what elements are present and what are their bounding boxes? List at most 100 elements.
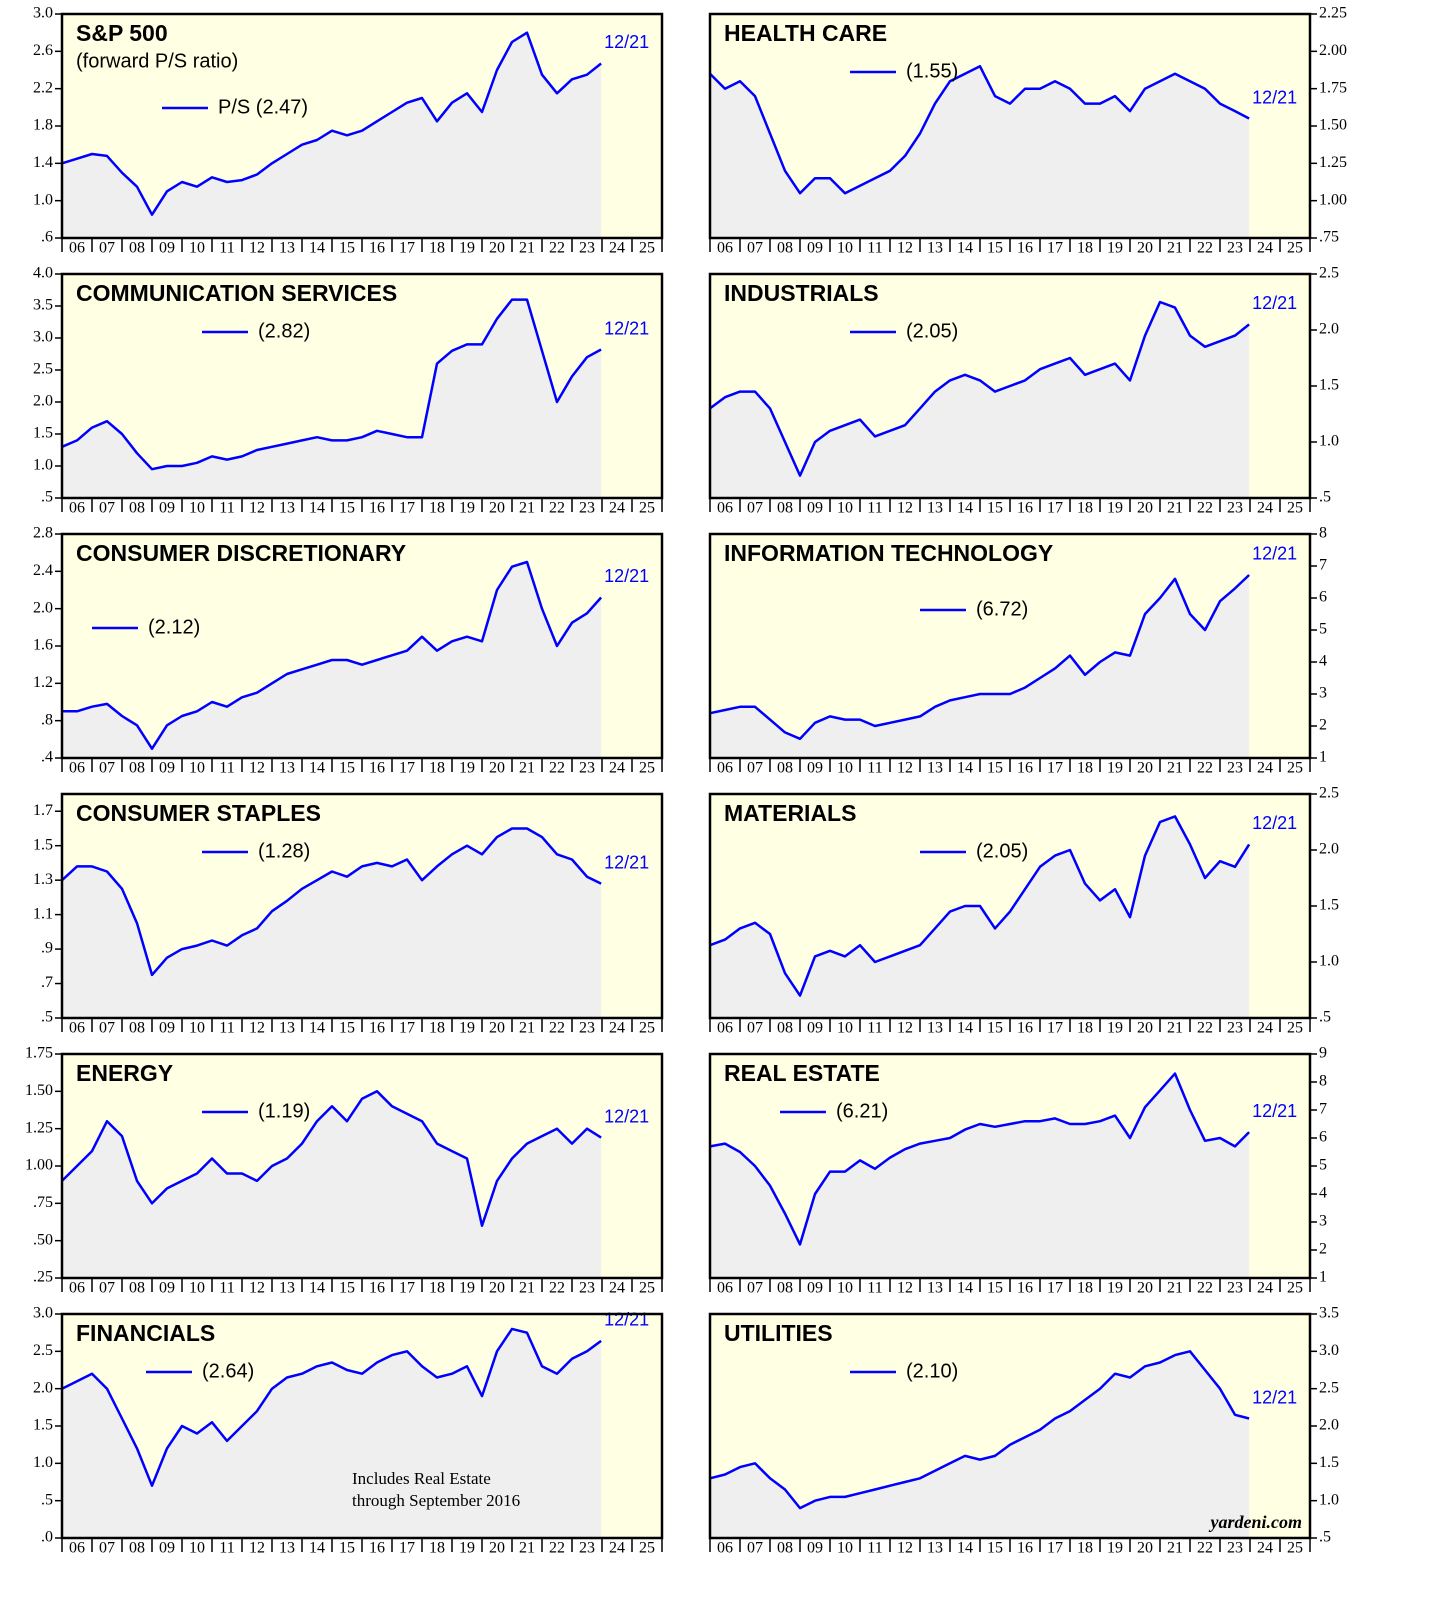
legend-label: (2.64) — [202, 1360, 254, 1382]
area — [62, 1091, 602, 1278]
x-tick-label: 20 — [489, 1280, 505, 1297]
x-tick-label: 24 — [1257, 240, 1273, 257]
line — [709, 1072, 1250, 1246]
x-tick-label: 08 — [129, 240, 145, 257]
end-label: 12/21 — [604, 1106, 649, 1126]
end-label: 12/21 — [1252, 1101, 1297, 1121]
x-tick-label: 24 — [1257, 1540, 1273, 1557]
y-tick-label: 8 — [1319, 525, 1327, 542]
x-tick-label: 23 — [1227, 1540, 1243, 1557]
area — [62, 562, 602, 758]
x-tick-label: 08 — [129, 1280, 145, 1297]
legend-label: (1.28) — [258, 840, 310, 862]
x-tick-label: 16 — [1017, 500, 1033, 517]
y-tick-label: 1.4 — [33, 154, 53, 171]
x-tick-label: 13 — [927, 500, 943, 517]
y-tick-label: 8 — [1319, 1073, 1327, 1090]
y-tick-label: 2.0 — [1319, 841, 1339, 858]
panel: 12/21 (2.05) INDUSTRIALS .5 1.0 1.5 2.0 2.5 06 07… — [708, 265, 1339, 517]
y-tick-label: 1.00 — [25, 1157, 53, 1174]
y-tick-label: 6 — [1319, 589, 1327, 606]
y-tick-label: 2.6 — [33, 42, 53, 59]
x-tick-label: 19 — [1107, 760, 1123, 777]
x-tick-label: 15 — [987, 1280, 1003, 1297]
x-tick-label: 07 — [747, 1020, 763, 1037]
x-tick-label: 19 — [1107, 1020, 1123, 1037]
legend-label: (2.12) — [148, 616, 200, 638]
x-tick-label: 24 — [609, 1020, 625, 1037]
x-tick-label: 09 — [807, 760, 823, 777]
y-tick-label: 2.8 — [33, 525, 53, 542]
x-tick-label: 06 — [717, 760, 733, 777]
x-tick-label: 21 — [1167, 1280, 1183, 1297]
panel-title: UTILITIES — [724, 1320, 833, 1346]
x-tick-label: 15 — [987, 1020, 1003, 1037]
y-tick-label: 2.0 — [33, 1379, 53, 1396]
y-tick-label: 2.00 — [1319, 42, 1347, 59]
x-tick-label: 22 — [549, 1540, 565, 1557]
x-tick-label: 08 — [129, 1540, 145, 1557]
x-tick-label: 13 — [279, 240, 295, 257]
x-tick-label: 19 — [1107, 240, 1123, 257]
y-tick-label: 2 — [1319, 717, 1327, 734]
x-tick-label: 14 — [309, 1280, 325, 1297]
x-tick-label: 07 — [99, 1540, 115, 1557]
x-tick-label: 11 — [867, 1280, 882, 1297]
x-tick-label: 10 — [837, 1280, 853, 1297]
x-tick-label: 24 — [1257, 500, 1273, 517]
y-tick-label: 1.0 — [1319, 953, 1339, 970]
y-tick-label: 1.5 — [1319, 377, 1339, 394]
x-tick-label: 21 — [519, 1280, 535, 1297]
note: Includes Real Estate — [352, 1469, 491, 1488]
area — [710, 66, 1250, 238]
x-tick-label: 06 — [717, 1020, 733, 1037]
x-tick-label: 23 — [1227, 1280, 1243, 1297]
x-tick-label: 17 — [399, 760, 415, 777]
x-tick-label: 14 — [957, 240, 973, 257]
end-label: 12/21 — [1252, 87, 1297, 107]
x-tick-label: 06 — [717, 240, 733, 257]
x-tick-label: 06 — [717, 500, 733, 517]
x-tick-label: 06 — [717, 1280, 733, 1297]
x-tick-label: 21 — [519, 1020, 535, 1037]
x-tick-label: 12 — [249, 760, 265, 777]
x-tick-label: 25 — [639, 1280, 655, 1297]
x-tick-label: 13 — [279, 1020, 295, 1037]
x-tick-label: 14 — [957, 1540, 973, 1557]
x-tick-label: 24 — [609, 240, 625, 257]
x-tick-label: 07 — [99, 760, 115, 777]
x-tick-label: 19 — [459, 240, 475, 257]
x-tick-label: 18 — [429, 1540, 445, 1557]
y-tick-label: 3 — [1319, 685, 1327, 702]
area — [710, 816, 1250, 1018]
line — [709, 815, 1251, 997]
legend-label: (2.05) — [906, 320, 958, 342]
x-tick-label: 12 — [897, 1540, 913, 1557]
y-tick-label: .5 — [41, 489, 53, 506]
x-tick-label: 16 — [1017, 1280, 1033, 1297]
y-tick-label: .7 — [41, 974, 53, 991]
x-tick-label: 24 — [609, 500, 625, 517]
x-tick-label: 17 — [1047, 240, 1063, 257]
x-tick-label: 19 — [459, 1540, 475, 1557]
y-tick-label: 1.5 — [33, 1417, 53, 1434]
x-tick-label: 15 — [339, 760, 355, 777]
x-tick-label: 18 — [429, 1020, 445, 1037]
x-tick-label: 07 — [99, 1280, 115, 1297]
x-tick-label: 17 — [399, 1540, 415, 1557]
y-tick-label: 1.0 — [33, 457, 53, 474]
area — [62, 299, 602, 498]
x-tick-label: 20 — [1137, 1020, 1153, 1037]
legend-label: (2.10) — [906, 1360, 958, 1382]
x-tick-label: 21 — [1167, 1020, 1183, 1037]
x-tick-label: 12 — [897, 760, 913, 777]
line — [61, 298, 602, 471]
x-tick-label: 11 — [867, 240, 882, 257]
x-tick-label: 14 — [957, 1020, 973, 1037]
y-tick-label: .75 — [33, 1194, 53, 1211]
x-tick-label: 11 — [219, 760, 234, 777]
x-tick-label: 10 — [837, 500, 853, 517]
x-tick-label: 15 — [987, 500, 1003, 517]
x-tick-label: 07 — [747, 760, 763, 777]
